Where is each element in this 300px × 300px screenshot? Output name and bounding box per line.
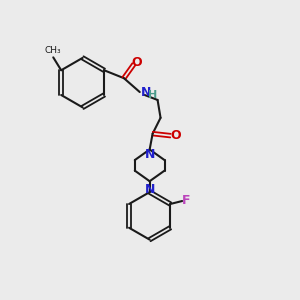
Text: N: N	[141, 85, 151, 98]
Text: N: N	[145, 183, 155, 196]
Text: H: H	[148, 90, 157, 100]
Text: O: O	[170, 129, 181, 142]
Text: N: N	[145, 148, 155, 160]
Text: CH₃: CH₃	[45, 46, 62, 56]
Text: F: F	[182, 194, 190, 206]
Text: O: O	[131, 56, 142, 69]
